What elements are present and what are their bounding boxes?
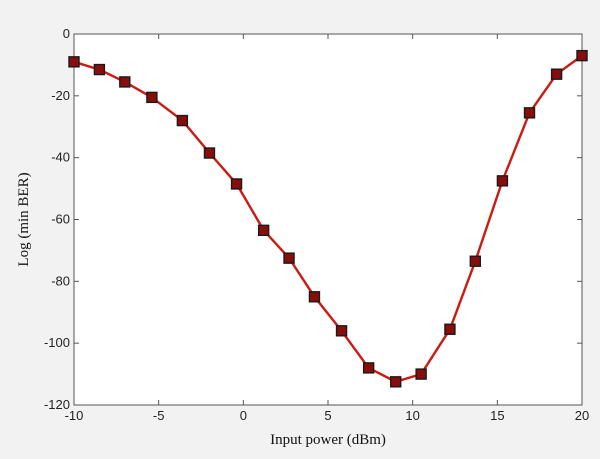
- data-point: [362, 362, 375, 374]
- data-point: [257, 224, 270, 237]
- x-tick-label: -5: [153, 408, 165, 423]
- x-axis-label: Input power (dBm): [270, 432, 386, 448]
- series-0: [68, 49, 588, 388]
- data-point: [415, 368, 427, 380]
- data-point: [146, 91, 158, 104]
- y-tick-label: -20: [51, 88, 70, 103]
- x-tick-label: 15: [490, 408, 504, 423]
- x-tick-label: 10: [405, 408, 419, 423]
- x-tick-label: 5: [324, 408, 331, 423]
- y-tick-label: -60: [51, 212, 70, 227]
- data-point: [496, 175, 509, 187]
- data-point: [283, 252, 295, 264]
- axis-ticks: -10 -5 0 5 10 15 20 0 -20 -40 -60 -80 -100 -120: [44, 26, 589, 423]
- series-layer: [68, 49, 588, 388]
- plot-area: [73, 33, 583, 406]
- data-point: [308, 291, 321, 303]
- y-axis-label: Log (min BER): [16, 172, 32, 266]
- x-tick-label: 20: [575, 408, 589, 423]
- data-point: [93, 63, 106, 76]
- data-point: [390, 376, 402, 388]
- data-point: [335, 325, 348, 337]
- data-point: [203, 147, 216, 159]
- data-point: [230, 178, 243, 190]
- data-point: [523, 107, 536, 119]
- y-tick-label: -120: [44, 397, 70, 412]
- data-point: [176, 114, 189, 127]
- data-point: [444, 323, 456, 335]
- x-tick-label: 0: [240, 408, 247, 423]
- x-tick-label: -10: [65, 408, 84, 423]
- y-tick-label: -100: [44, 335, 70, 350]
- data-point: [550, 68, 563, 80]
- data-point: [576, 49, 588, 62]
- data-point: [68, 56, 80, 68]
- y-tick-label: -80: [51, 273, 70, 288]
- y-tick-label: 0: [63, 26, 70, 41]
- data-point: [469, 255, 482, 267]
- data-point: [119, 76, 131, 88]
- y-tick-label: -40: [51, 150, 70, 165]
